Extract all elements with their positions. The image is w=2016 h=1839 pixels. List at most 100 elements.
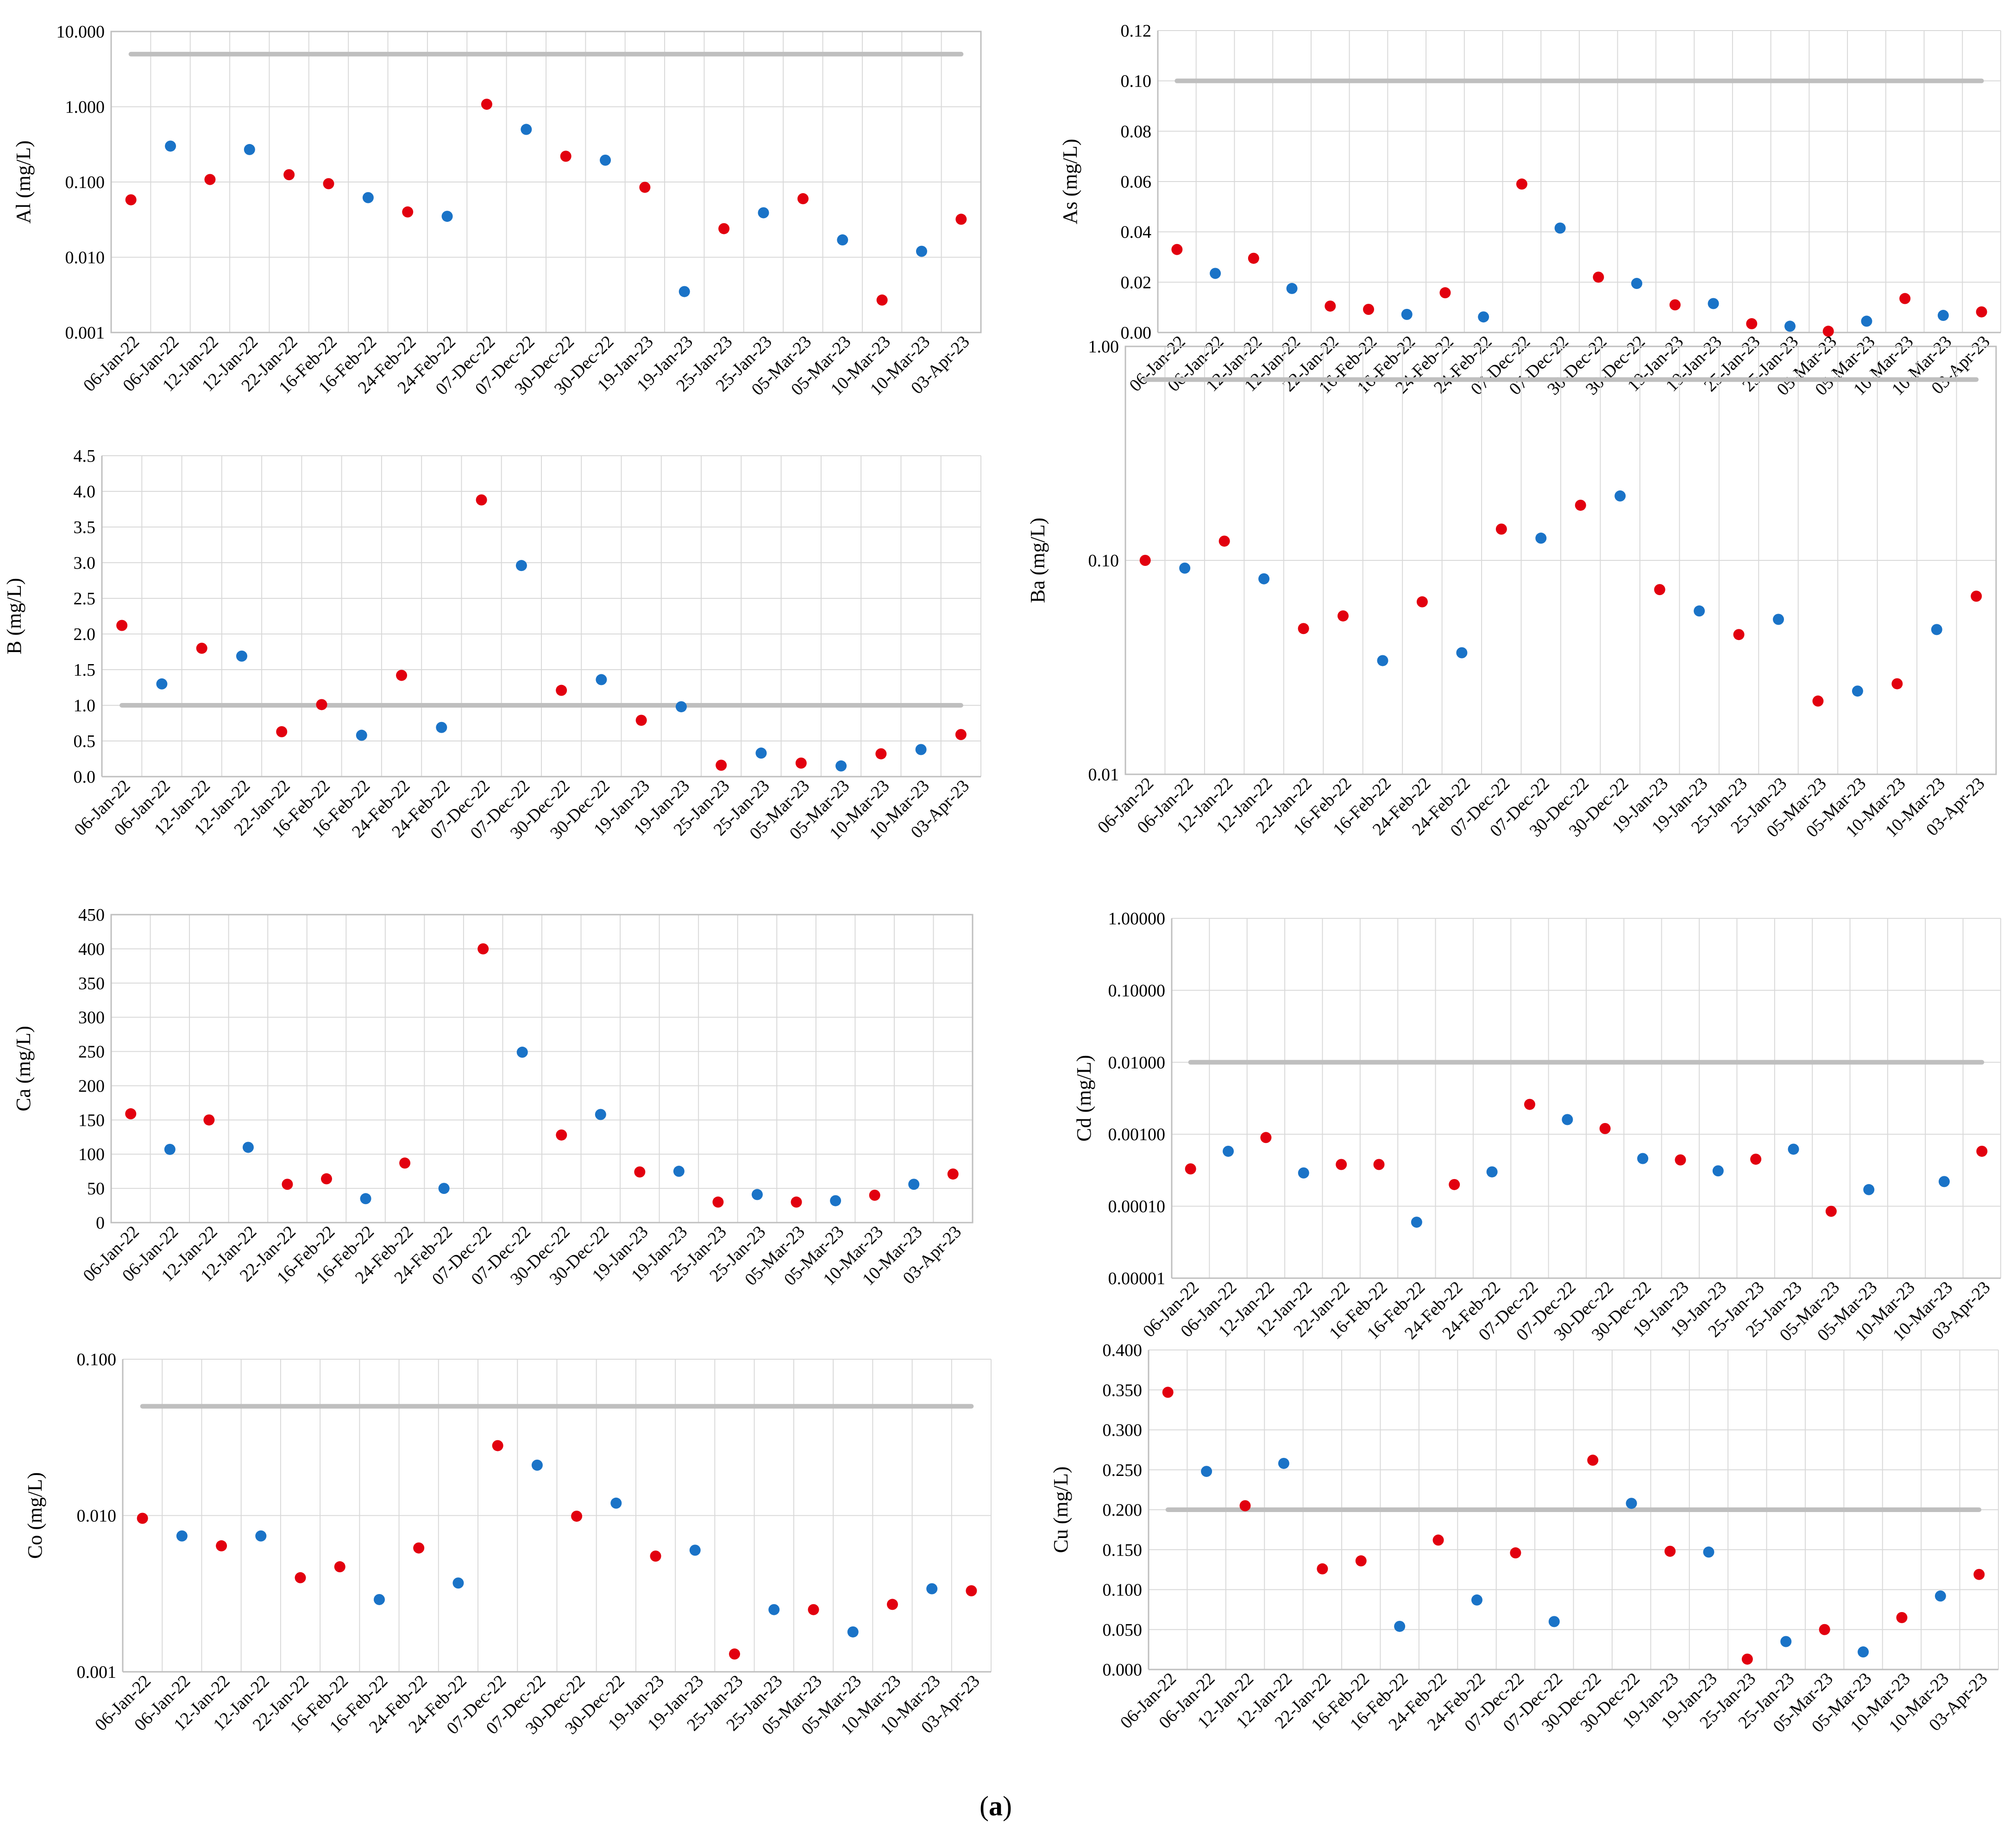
data-point-red	[1171, 244, 1183, 255]
data-point-red	[1432, 1534, 1444, 1546]
data-point-blue	[915, 744, 927, 755]
data-point-red	[1819, 1624, 1830, 1635]
data-point-red	[1733, 629, 1745, 640]
data-point-red	[1325, 300, 1336, 312]
y-tick-label: 1.00000	[1108, 909, 1166, 929]
data-point-red	[1355, 1555, 1367, 1567]
y-axis-label: Ca (mg/L)	[12, 1026, 35, 1111]
y-tick-label: 0.00010	[1108, 1197, 1166, 1217]
data-point-red	[634, 1166, 646, 1178]
data-point-red	[1899, 293, 1911, 304]
y-tick-label: 0.08	[1121, 122, 1152, 141]
data-point-blue	[1201, 1466, 1212, 1477]
data-point-red	[1516, 178, 1527, 190]
data-point-red	[795, 757, 807, 769]
plot-border	[110, 31, 982, 333]
data-point-blue	[441, 211, 453, 222]
y-tick-label: 0.10	[1121, 72, 1152, 91]
y-tick-label: 0.06	[1121, 172, 1152, 192]
data-point-blue	[1286, 282, 1298, 294]
data-point-blue	[1377, 655, 1388, 666]
data-point-blue	[1394, 1620, 1406, 1632]
data-point-blue	[1471, 1594, 1482, 1606]
y-tick-label: 1.000	[65, 98, 105, 117]
data-point-red	[1248, 252, 1259, 264]
data-point-red	[1664, 1545, 1676, 1557]
data-point-red	[1575, 499, 1586, 511]
data-point-red	[808, 1604, 819, 1615]
data-point-red	[413, 1542, 425, 1554]
data-point-red	[492, 1440, 503, 1451]
data-point-red	[560, 151, 572, 162]
data-point-blue	[521, 124, 532, 135]
data-point-red	[1524, 1098, 1535, 1110]
chart-co: 0.0010.0100.10006-Jan-2206-Jan-2212-Jan-…	[24, 1350, 992, 1739]
data-point-blue	[1298, 1167, 1309, 1179]
chart-ba: 0.010.101.0006-Jan-2206-Jan-2212-Jan-221…	[1026, 337, 1997, 841]
data-point-red	[955, 729, 967, 741]
data-point-blue	[1626, 1498, 1637, 1509]
y-axis-label: Cu (mg/L)	[1049, 1467, 1072, 1553]
data-point-red	[1593, 271, 1604, 283]
data-point-red	[282, 1179, 293, 1190]
plot-border	[1124, 345, 1997, 775]
data-point-red	[639, 182, 651, 193]
data-point-red	[869, 1189, 880, 1201]
data-point-red	[1599, 1123, 1611, 1134]
y-tick-label: 0.010	[65, 248, 105, 268]
y-tick-label: 0.00001	[1108, 1269, 1166, 1288]
data-point-blue	[1486, 1166, 1498, 1178]
data-point-blue	[1861, 315, 1872, 327]
data-point-blue	[356, 729, 367, 741]
data-point-blue	[1258, 573, 1270, 584]
data-point-red	[276, 726, 288, 737]
data-point-red	[476, 494, 487, 506]
data-point-red	[1675, 1154, 1686, 1166]
y-tick-label: 0.01000	[1108, 1053, 1166, 1073]
data-point-blue	[176, 1530, 188, 1542]
data-point-blue	[755, 747, 767, 759]
data-point-red	[125, 194, 137, 206]
data-point-red	[396, 670, 408, 681]
y-tick-label: 0.001	[65, 323, 105, 343]
data-point-blue	[908, 1179, 920, 1190]
y-tick-label: 0.300	[1103, 1421, 1143, 1440]
data-point-blue	[255, 1530, 267, 1542]
chart-b: 0.00.51.01.52.02.53.03.54.04.506-Jan-220…	[3, 446, 981, 843]
data-point-blue	[1712, 1165, 1724, 1177]
data-point-red	[1669, 299, 1681, 311]
y-tick-label: 0	[96, 1213, 105, 1233]
data-point-red	[1336, 1159, 1347, 1170]
y-tick-label: 0.250	[1103, 1461, 1143, 1480]
data-point-blue	[1548, 1616, 1560, 1627]
data-point-blue	[1478, 311, 1489, 323]
data-point-red	[791, 1196, 802, 1208]
data-point-red	[947, 1168, 959, 1180]
data-point-red	[556, 684, 567, 696]
data-point-red	[650, 1550, 661, 1562]
data-point-blue	[1614, 490, 1626, 502]
data-point-blue	[438, 1183, 450, 1194]
y-tick-label: 0.400	[1103, 1341, 1143, 1360]
data-point-blue	[673, 1166, 685, 1177]
data-point-red	[1587, 1455, 1599, 1466]
data-point-blue	[1562, 1114, 1573, 1125]
y-tick-label: 4.5	[74, 446, 96, 466]
y-axis-label: Ba (mg/L)	[1026, 518, 1049, 603]
data-point-blue	[452, 1577, 464, 1589]
y-tick-label: 2.5	[74, 589, 96, 609]
data-point-blue	[236, 650, 247, 662]
y-tick-label: 0.00100	[1108, 1125, 1166, 1144]
y-tick-label: 150	[78, 1111, 105, 1130]
y-tick-label: 0.12	[1121, 21, 1152, 41]
data-point-blue	[242, 1142, 254, 1153]
y-tick-label: 0.200	[1103, 1500, 1143, 1520]
y-tick-label: 0.050	[1103, 1620, 1143, 1640]
data-point-blue	[373, 1594, 385, 1605]
data-point-red	[481, 99, 492, 110]
plot-border	[110, 914, 973, 1224]
data-point-blue	[678, 286, 690, 297]
data-point-red	[125, 1108, 137, 1120]
y-tick-label: 0.00	[1121, 323, 1152, 343]
data-point-blue	[436, 722, 447, 733]
